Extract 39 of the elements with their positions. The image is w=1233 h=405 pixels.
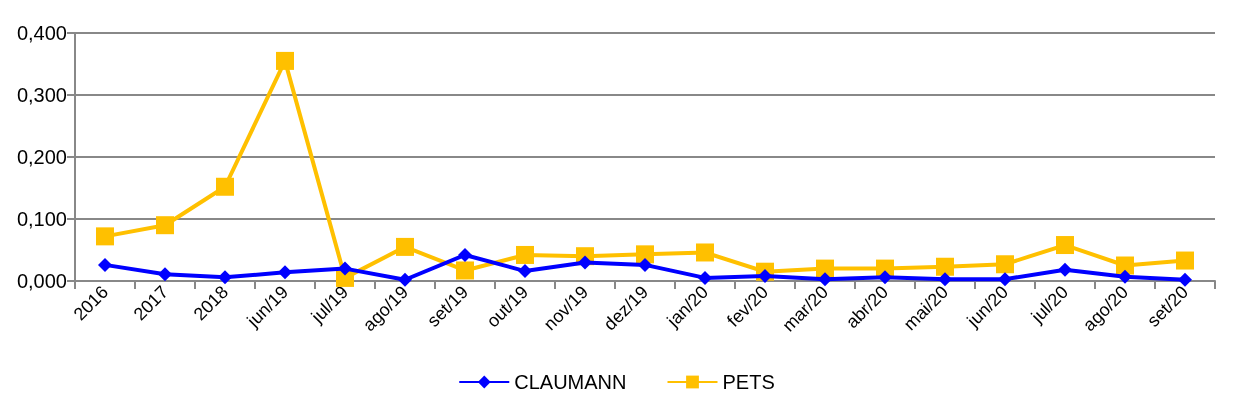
point xyxy=(698,270,712,285)
point xyxy=(456,261,474,280)
point xyxy=(398,272,412,287)
point xyxy=(1056,236,1074,255)
point xyxy=(938,272,952,287)
point xyxy=(936,257,954,276)
point xyxy=(1058,262,1072,277)
point xyxy=(996,255,1014,274)
point xyxy=(518,264,532,279)
point xyxy=(1178,272,1192,287)
point xyxy=(516,245,534,264)
y-tick-label: 0,100 xyxy=(16,208,67,230)
point xyxy=(818,272,832,287)
point xyxy=(758,269,772,284)
point xyxy=(1118,269,1132,284)
point xyxy=(98,257,112,272)
y-tick-label: 0,300 xyxy=(16,84,67,106)
point xyxy=(278,265,292,280)
point xyxy=(158,267,172,282)
point xyxy=(1176,251,1194,270)
point xyxy=(636,245,654,264)
point xyxy=(696,243,714,262)
y-tick-label: 0,200 xyxy=(16,146,67,168)
point xyxy=(216,177,234,196)
point xyxy=(458,247,472,262)
point xyxy=(878,270,892,285)
point xyxy=(276,51,294,70)
point xyxy=(578,255,592,270)
point xyxy=(396,237,414,256)
point xyxy=(638,257,652,272)
legend-label: PETS xyxy=(722,371,775,393)
legend-label: CLAUMANN xyxy=(514,371,627,393)
point xyxy=(218,270,232,285)
point xyxy=(998,272,1012,287)
point xyxy=(338,261,352,276)
point xyxy=(156,216,174,235)
point xyxy=(96,227,114,246)
y-tick-label: 0,000 xyxy=(16,270,67,292)
y-tick-label: 0,400 xyxy=(16,22,67,44)
